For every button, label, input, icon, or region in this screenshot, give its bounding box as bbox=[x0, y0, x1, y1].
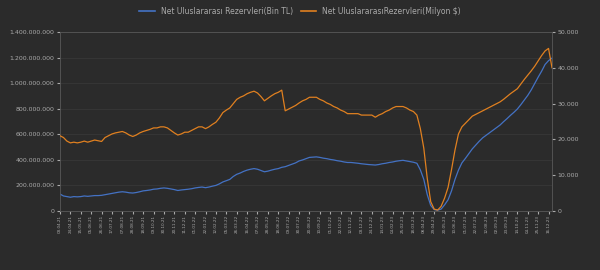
Legend: Net Uluslararası Rezervleri(Bin TL), Net UluslararasıRezervleri(Milyon $): Net Uluslararası Rezervleri(Bin TL), Net… bbox=[136, 4, 464, 19]
